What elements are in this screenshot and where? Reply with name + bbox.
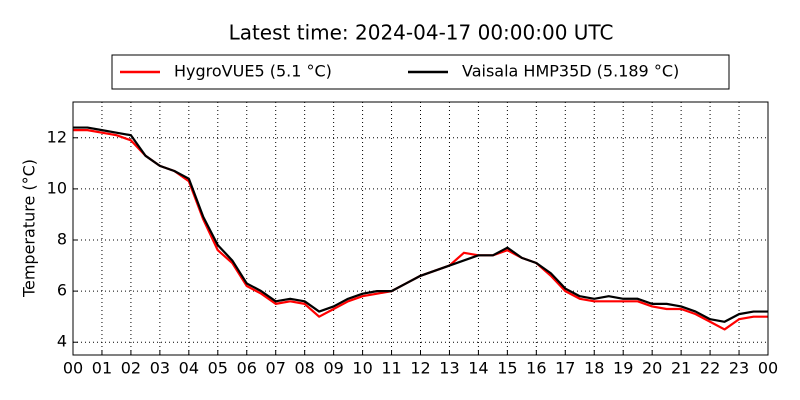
x-tick-label: 10	[352, 359, 372, 378]
series-line	[73, 126, 768, 323]
legend-label: HygroVUE5 (5.1 °C)	[174, 62, 332, 81]
y-tick-label: 12	[47, 127, 67, 146]
x-tick-label: 14	[468, 359, 488, 378]
x-tick-label: 17	[555, 359, 575, 378]
y-axis-label: Temperature (°C)	[20, 159, 39, 298]
x-tick-label: 08	[294, 359, 314, 378]
series-line	[73, 129, 768, 331]
chart-title: Latest time: 2024-04-17 00:00:00 UTC	[229, 21, 614, 45]
x-tick-label: 00	[63, 359, 83, 378]
legend-label: Vaisala HMP35D (5.189 °C)	[462, 62, 679, 81]
x-tick-label: 01	[92, 359, 112, 378]
x-tick-label: 02	[121, 359, 141, 378]
x-tick-label: 07	[266, 359, 286, 378]
y-tick-label: 10	[47, 178, 67, 197]
y-tick-label: 4	[57, 332, 67, 351]
x-tick-label: 11	[381, 359, 401, 378]
x-tick-label: 20	[642, 359, 662, 378]
x-tick-label: 16	[526, 359, 546, 378]
x-tick-label: 15	[497, 359, 517, 378]
x-tick-label: 23	[729, 359, 749, 378]
x-tick-label: 12	[410, 359, 430, 378]
x-tick-label: 06	[237, 359, 257, 378]
x-tick-label: 19	[613, 359, 633, 378]
x-tick-label: 05	[208, 359, 228, 378]
x-tick-label: 22	[700, 359, 720, 378]
x-tick-label: 18	[584, 359, 604, 378]
y-tick-label: 6	[57, 281, 67, 300]
x-tick-label: 00	[758, 359, 778, 378]
y-tick-label: 8	[57, 230, 67, 249]
x-tick-label: 21	[671, 359, 691, 378]
x-tick-label: 09	[323, 359, 343, 378]
x-tick-label: 04	[179, 359, 199, 378]
plot-frame	[72, 101, 769, 356]
x-tick-label: 13	[439, 359, 459, 378]
x-tick-label: 03	[150, 359, 170, 378]
